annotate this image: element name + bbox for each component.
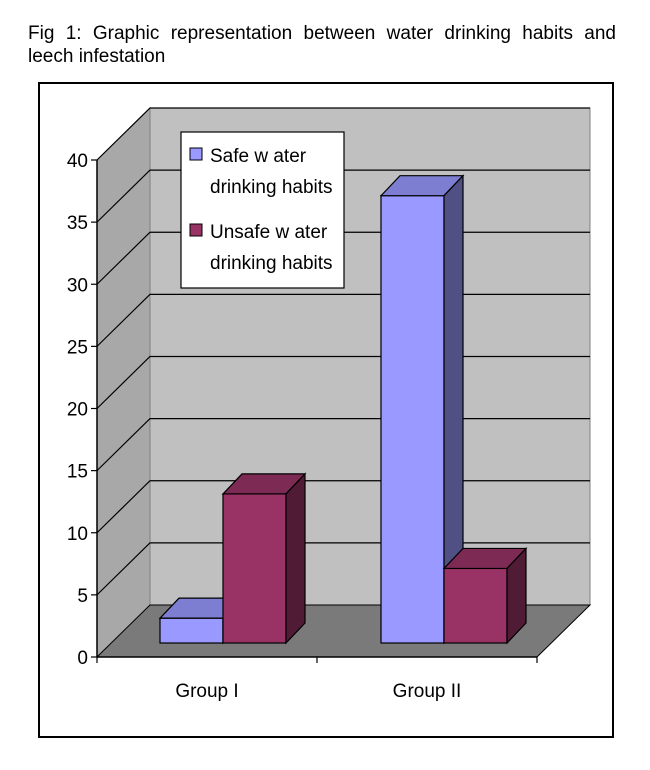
bar — [379, 174, 465, 645]
bar-front — [222, 493, 287, 644]
figure-caption: Fig 1: Graphic representation between wa… — [28, 23, 616, 67]
y-tick-label: 25 — [67, 337, 88, 358]
bar — [221, 472, 307, 645]
legend-label: Unsafe w ater — [210, 222, 328, 243]
legend-swatch — [189, 223, 203, 237]
y-tick-label: 15 — [67, 462, 88, 483]
legend-swatch — [189, 147, 203, 161]
gridline — [96, 107, 590, 161]
bar-front — [443, 567, 508, 644]
bar-side — [285, 472, 306, 645]
x-category-label: Group I — [175, 681, 238, 702]
y-tick-label: 40 — [67, 151, 88, 172]
y-tick-label: 10 — [67, 524, 88, 545]
y-tick-label: 0 — [77, 648, 88, 669]
y-tick-label: 35 — [67, 213, 88, 234]
bar-side — [506, 546, 527, 645]
y-tick-label: 5 — [77, 586, 88, 607]
x-category-label: Group II — [393, 681, 462, 702]
legend-label: drinking habits — [210, 177, 333, 198]
legend-box — [180, 131, 345, 289]
legend-label: Safe w ater — [210, 146, 307, 167]
y-tick-label: 20 — [67, 400, 88, 421]
legend-label: drinking habits — [210, 253, 333, 274]
chart-frame — [38, 82, 614, 738]
y-tick-label: 30 — [67, 275, 88, 296]
bar — [442, 546, 528, 645]
gridline — [96, 169, 590, 223]
bar — [158, 596, 244, 645]
bar-front — [380, 195, 445, 644]
bar-front — [159, 617, 224, 644]
